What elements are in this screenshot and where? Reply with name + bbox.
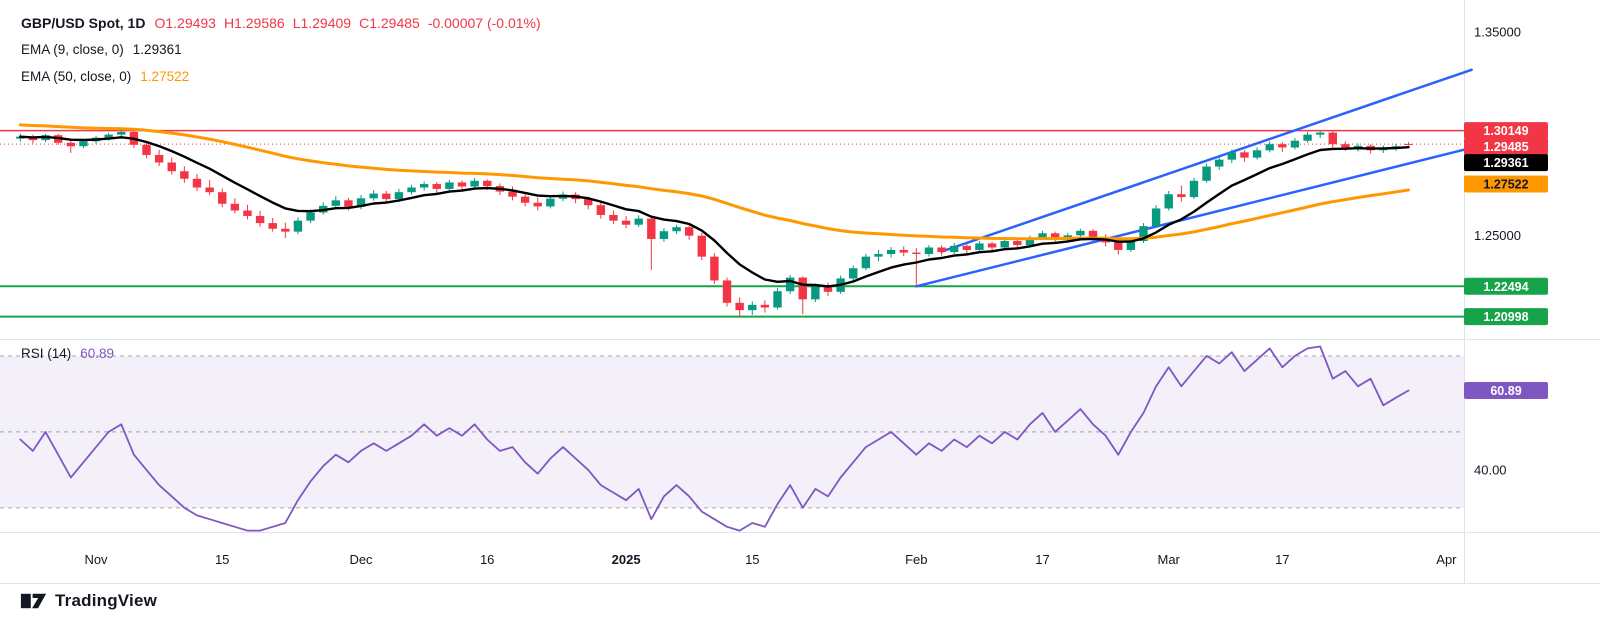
change-value: -0.00007 (-0.01%)	[427, 14, 541, 31]
time-axis-label: Dec	[349, 552, 373, 567]
rsi-tick-label: 40.00	[1474, 462, 1507, 477]
channel-upper-trendline[interactable]	[940, 68, 1473, 253]
rsi-label: RSI (14)	[21, 346, 72, 361]
axis-badge	[1464, 175, 1548, 193]
symbol-row[interactable]: GBP/USD Spot, 1D O1.29493 H1.29586 L1.29…	[21, 9, 541, 36]
ema9-value: 1.29361	[132, 42, 182, 57]
rsi-value: 60.89	[80, 346, 115, 361]
time-axis-label: Apr	[1436, 552, 1457, 567]
axis-badge-label: 1.29361	[1483, 156, 1528, 170]
symbol-legend: GBP/USD Spot, 1D O1.29493 H1.29586 L1.29…	[21, 9, 541, 90]
axis-badge	[1464, 308, 1548, 326]
time-axis[interactable]: Nov 15 Dec 16 2025 15 Feb 17 Mar 17 Apr	[84, 552, 1457, 567]
time-axis-label: 17	[1035, 552, 1049, 567]
time-axis-label: Nov	[84, 552, 108, 567]
axis-badge	[1464, 122, 1548, 140]
ema50-legend-row[interactable]: EMA (50, close, 0) 1.27522	[21, 63, 541, 90]
channel-lower-trendline[interactable]	[915, 146, 1473, 288]
price-tick-label: 1.25000	[1474, 228, 1521, 243]
ema9-legend-row[interactable]: EMA (9, close, 0) 1.29361	[21, 36, 541, 63]
tradingview-attribution[interactable]: TradingView	[20, 590, 157, 612]
ohlc-values: O1.29493 H1.29586 L1.29409 C1.29485 -0.0…	[154, 15, 540, 31]
time-axis-label: Feb	[905, 552, 927, 567]
ohlc-open: O1.29493	[154, 14, 216, 31]
tradingview-brand-text: TradingView	[55, 591, 158, 610]
time-axis-label: 2025	[612, 552, 641, 567]
ohlc-high: H1.29586	[223, 14, 285, 31]
axis-badge-label: 1.20998	[1483, 310, 1528, 324]
ema9-line[interactable]	[19, 135, 1410, 288]
axis-badge-label: 60.89	[1490, 384, 1521, 398]
axis-badge	[1464, 277, 1548, 295]
ema50-label: EMA (50, close, 0)	[21, 69, 132, 84]
axis-badge	[1464, 138, 1548, 156]
time-axis-label: Mar	[1158, 552, 1181, 567]
pane-separators	[0, 0, 1600, 584]
horizontal-price-lines	[0, 129, 1464, 318]
tradingview-logo-icon	[20, 593, 47, 609]
price-tick-label: 1.35000	[1474, 24, 1521, 39]
time-axis-label: 15	[215, 552, 229, 567]
ema50-value: 1.27522	[140, 69, 190, 84]
time-axis-label: 17	[1275, 552, 1289, 567]
price-axis[interactable]: 1.35000 1.25000 40.00	[1474, 24, 1521, 477]
time-axis-label: 16	[480, 552, 494, 567]
trend-channel	[915, 68, 1473, 288]
ema50-line[interactable]	[18, 123, 1410, 241]
ohlc-low: L1.29409	[292, 14, 352, 31]
rsi-band	[0, 355, 1464, 509]
axis-badge-label: 1.29485	[1483, 140, 1528, 154]
ohlc-close: C1.29485	[359, 14, 420, 31]
candles	[16, 129, 1413, 317]
axis-badge-label: 1.27522	[1483, 178, 1528, 192]
ema9-label: EMA (9, close, 0)	[21, 42, 124, 57]
rsi-line[interactable]	[19, 345, 1410, 532]
axis-badge	[1464, 382, 1548, 400]
axis-badge-label: 1.30149	[1483, 124, 1528, 138]
price-axis-badges: 1.30149 1.29485 1.29361 1.27522 1.22494 1.209…	[1464, 122, 1548, 400]
axis-badge-label: 1.22494	[1483, 280, 1528, 294]
rsi-legend-row[interactable]: RSI (14) 60.89	[21, 346, 114, 361]
symbol-title[interactable]: GBP/USD Spot, 1D	[21, 14, 146, 31]
time-axis-label: 15	[745, 552, 759, 567]
axis-badge	[1464, 154, 1548, 172]
